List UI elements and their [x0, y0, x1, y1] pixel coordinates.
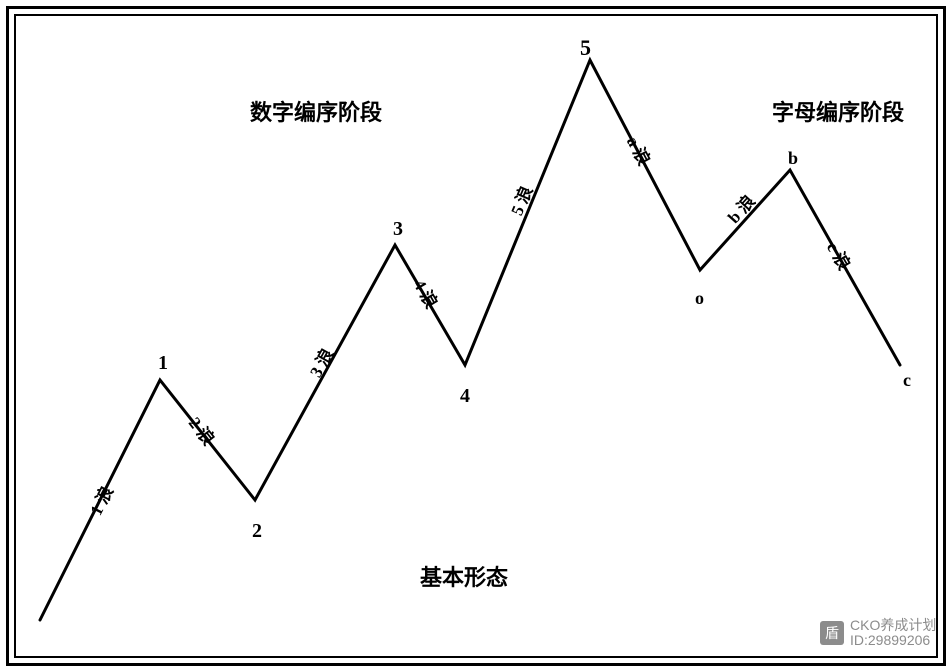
frame-inner: [14, 14, 938, 658]
diagram-stage: 12345obc 1 浪2 浪3 浪4 浪5 浪a 浪b 浪c 浪 数字编序阶段…: [0, 0, 952, 672]
